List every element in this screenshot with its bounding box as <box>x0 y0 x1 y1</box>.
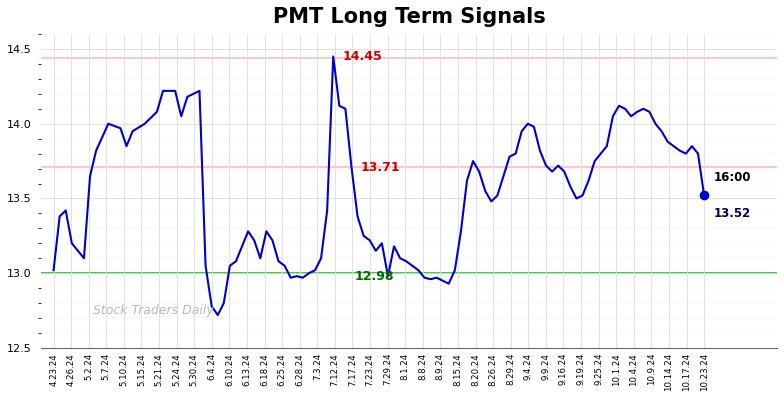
Text: 12.98: 12.98 <box>354 270 394 283</box>
Title: PMT Long Term Signals: PMT Long Term Signals <box>273 7 546 27</box>
Text: 13.52: 13.52 <box>713 207 750 220</box>
Text: 14.45: 14.45 <box>343 50 382 63</box>
Text: Stock Traders Daily: Stock Traders Daily <box>93 304 214 316</box>
Text: 16:00: 16:00 <box>713 170 751 183</box>
Text: 13.71: 13.71 <box>361 160 400 174</box>
